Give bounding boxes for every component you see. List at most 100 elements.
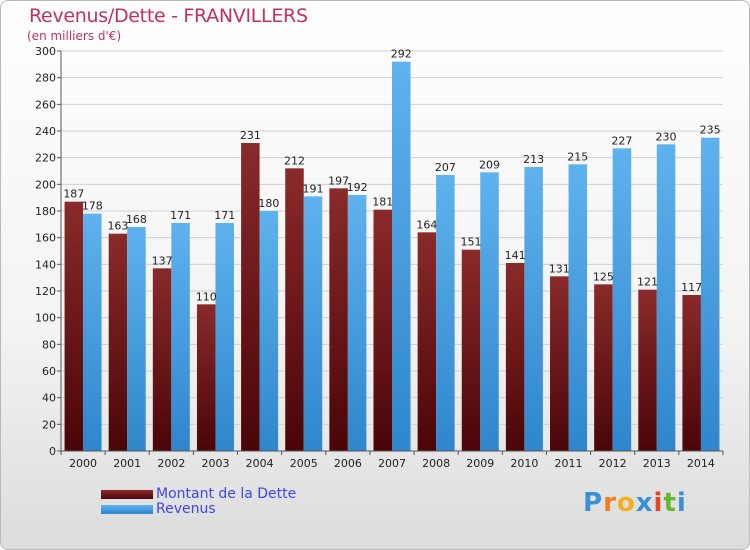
bar-debt-2003 <box>196 304 216 451</box>
data-label-debt-2004: 231 <box>240 129 261 142</box>
bar-debt-2004 <box>241 143 260 451</box>
x-tick-label: 2008 <box>422 457 450 470</box>
x-tick-label: 2001 <box>113 457 141 470</box>
bar-revenus-2006 <box>347 195 367 451</box>
data-label-revenus-2014: 235 <box>700 124 721 137</box>
bar-revenus-2014 <box>700 137 720 451</box>
data-label-debt-2012: 125 <box>593 270 614 283</box>
data-label-revenus-2009: 209 <box>479 158 500 171</box>
bar-revenus-2004 <box>259 211 279 451</box>
data-label-debt-2010: 141 <box>505 249 526 262</box>
bar-debt-2007 <box>373 209 392 451</box>
data-label-debt-2013: 121 <box>637 276 658 289</box>
x-tick-label: 2000 <box>69 457 97 470</box>
data-label-revenus-2002: 171 <box>170 209 191 222</box>
bar-debt-2008 <box>417 232 437 451</box>
x-tick-label: 2007 <box>378 457 406 470</box>
bar-revenus-2013 <box>656 144 676 452</box>
data-label-debt-2008: 164 <box>416 218 437 231</box>
y-tick-label: 140 <box>35 258 56 271</box>
bar-revenus-2012 <box>612 148 632 452</box>
legend-label-revenus: Revenus <box>156 501 216 517</box>
axes: 0 20 40 60 80 100 120 140 160 180 200 220 240 260 280 3… <box>35 45 724 470</box>
x-tick-label: 2009 <box>466 457 494 470</box>
bar-debt-2002 <box>152 268 172 451</box>
y-tick-label: 40 <box>42 392 56 405</box>
logo-letter: o <box>616 488 636 518</box>
data-label-debt-2014: 117 <box>681 281 702 294</box>
data-label-debt-2011: 131 <box>549 262 570 275</box>
y-tick-label: 120 <box>35 285 56 298</box>
bar-revenus-2005 <box>303 196 323 451</box>
legend-swatch-revenus <box>101 505 153 514</box>
chart-title: Revenus/Dette - FRANVILLERS <box>29 5 308 27</box>
logo-letter: t <box>663 488 677 518</box>
x-tick-label: 2002 <box>157 457 185 470</box>
data-label-revenus-2000: 178 <box>82 200 103 213</box>
y-tick-label: 260 <box>35 98 56 111</box>
data-labels: 1871781631681371711101712311802121911971… <box>63 48 720 304</box>
x-tick-label: 2006 <box>334 457 362 470</box>
bar-revenus-2002 <box>171 223 190 451</box>
data-label-debt-2009: 151 <box>461 236 482 249</box>
x-tick-label: 2011 <box>555 457 583 470</box>
data-label-debt-2006: 197 <box>328 174 349 187</box>
y-tick-label: 100 <box>35 312 56 325</box>
bar-revenus-2009 <box>480 172 499 452</box>
legend-swatch-debt <box>101 490 153 499</box>
bar-revenus-2010 <box>524 167 543 451</box>
bar-revenus-2000 <box>83 213 102 451</box>
y-tick-label: 60 <box>42 365 56 378</box>
x-tick-label: 2003 <box>201 457 229 470</box>
y-tick-label: 20 <box>42 418 56 431</box>
x-tick-label: 2014 <box>687 457 715 470</box>
x-tick-label: 2004 <box>246 457 274 470</box>
data-label-revenus-2004: 180 <box>258 197 279 210</box>
bar-debt-2009 <box>461 249 481 451</box>
data-label-debt-2001: 163 <box>107 220 128 233</box>
bar-debt-2001 <box>108 233 128 451</box>
bar-revenus-2003 <box>215 223 234 451</box>
logo-letter: i <box>676 488 687 518</box>
bar-revenus-2007 <box>392 61 411 452</box>
x-tick-label: 2010 <box>510 457 538 470</box>
bar-debt-2010 <box>505 263 525 451</box>
bar-debt-2005 <box>285 168 304 452</box>
chart-subtitle: (en milliers d'€) <box>27 29 122 43</box>
bar-debt-2014 <box>682 295 701 451</box>
data-label-debt-2000: 187 <box>63 188 84 201</box>
bar-debt-2012 <box>594 284 613 451</box>
data-label-debt-2003: 110 <box>196 290 217 303</box>
proxiti-logo: Proxiti <box>583 488 687 518</box>
data-label-revenus-2011: 215 <box>567 150 588 163</box>
y-tick-label: 240 <box>35 125 56 138</box>
y-tick-label: 180 <box>35 205 56 218</box>
logo-letter: r <box>603 488 617 518</box>
y-tick-label: 220 <box>35 152 56 165</box>
bar-debt-2013 <box>638 289 657 451</box>
logo-letter: P <box>583 488 604 518</box>
data-label-revenus-2006: 192 <box>347 181 368 194</box>
data-label-revenus-2005: 191 <box>302 182 323 195</box>
x-tick-label: 2013 <box>643 457 671 470</box>
bar-debt-2011 <box>550 276 569 451</box>
logo-letter: x <box>635 488 654 518</box>
data-label-revenus-2003: 171 <box>214 209 235 222</box>
y-tick-label: 200 <box>35 178 56 191</box>
data-label-revenus-2007: 292 <box>391 48 412 61</box>
data-label-revenus-2013: 230 <box>656 130 677 143</box>
y-tick-label: 160 <box>35 232 56 245</box>
data-label-revenus-2012: 227 <box>611 134 632 147</box>
bar-debt-2000 <box>64 201 84 451</box>
y-tick-label: 80 <box>42 338 56 351</box>
data-label-revenus-2010: 213 <box>523 153 544 166</box>
data-label-debt-2007: 181 <box>372 196 393 209</box>
bar-revenus-2008 <box>436 175 455 451</box>
y-tick-label: 300 <box>35 45 56 58</box>
data-label-debt-2002: 137 <box>152 254 173 267</box>
data-label-revenus-2001: 168 <box>126 213 147 226</box>
data-label-debt-2005: 212 <box>284 154 305 167</box>
y-tick-label: 0 <box>49 445 56 458</box>
